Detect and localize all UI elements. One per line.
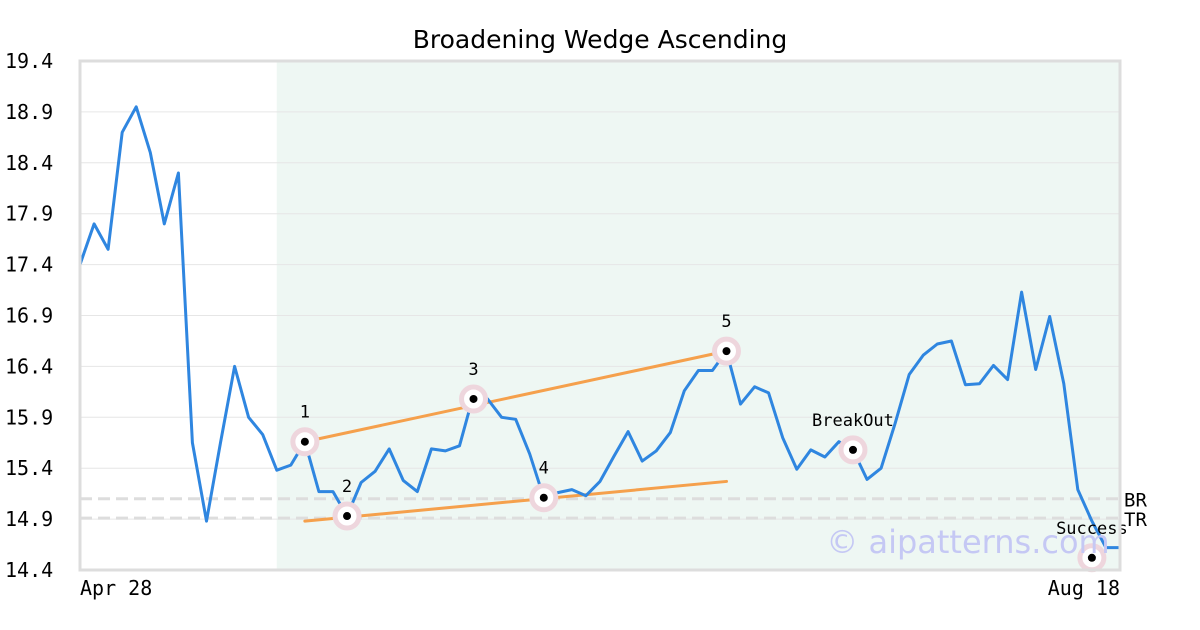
point-label-5: 5 — [721, 312, 731, 332]
point-label-3: 3 — [468, 360, 478, 380]
y-tick-label: 19.4 — [5, 49, 53, 73]
trendlines — [303, 349, 728, 523]
point-dot-1 — [300, 437, 309, 446]
trendline-upper — [303, 349, 728, 444]
point-label-success: Success — [1056, 519, 1128, 539]
y-tick-label: 14.9 — [5, 507, 53, 531]
y-tick-label: 15.9 — [5, 405, 53, 429]
x-tick-label-end: Aug 18 — [1048, 576, 1120, 600]
point-dot-3 — [469, 394, 478, 403]
point-label-breakout: BreakOut — [812, 411, 894, 431]
y-tick-label: 14.4 — [5, 558, 53, 582]
watermark: © aipatterns.com — [826, 523, 1109, 561]
chart-title: Broadening Wedge Ascending — [413, 25, 788, 54]
x-tick-label-start: Apr 28 — [80, 576, 152, 600]
point-label-4: 4 — [539, 459, 549, 479]
reference-label-br: BR — [1124, 490, 1147, 512]
point-dot-4 — [539, 493, 548, 502]
y-tick-label: 16.4 — [5, 354, 53, 378]
plot-border — [78, 59, 1122, 572]
price-series — [78, 105, 1120, 550]
y-tick-label: 16.9 — [5, 304, 53, 328]
point-label-1: 1 — [300, 403, 310, 423]
y-tick-label: 17.4 — [5, 253, 53, 277]
point-dot-success — [1087, 553, 1096, 562]
point-dot-5 — [722, 347, 731, 356]
y-tick-label: 18.9 — [5, 100, 53, 124]
y-tick-label: 18.4 — [5, 151, 53, 175]
axes: 19.4 18.9 18.4 17.9 17.4 16.9 16.4 15.9 15.4 14.9… — [5, 49, 1122, 600]
y-tick-label: 17.9 — [5, 202, 53, 226]
reference-label-tr: TR — [1124, 509, 1147, 531]
price-line — [78, 105, 1120, 550]
trendline-lower — [303, 479, 728, 523]
point-label-2: 2 — [342, 477, 352, 497]
y-tick-label: 15.4 — [5, 456, 53, 480]
point-dot-breakout — [848, 445, 857, 454]
point-dot-2 — [343, 512, 352, 521]
pattern-points: 1 2 3 4 5 BreakOut Success — [290, 312, 1128, 573]
